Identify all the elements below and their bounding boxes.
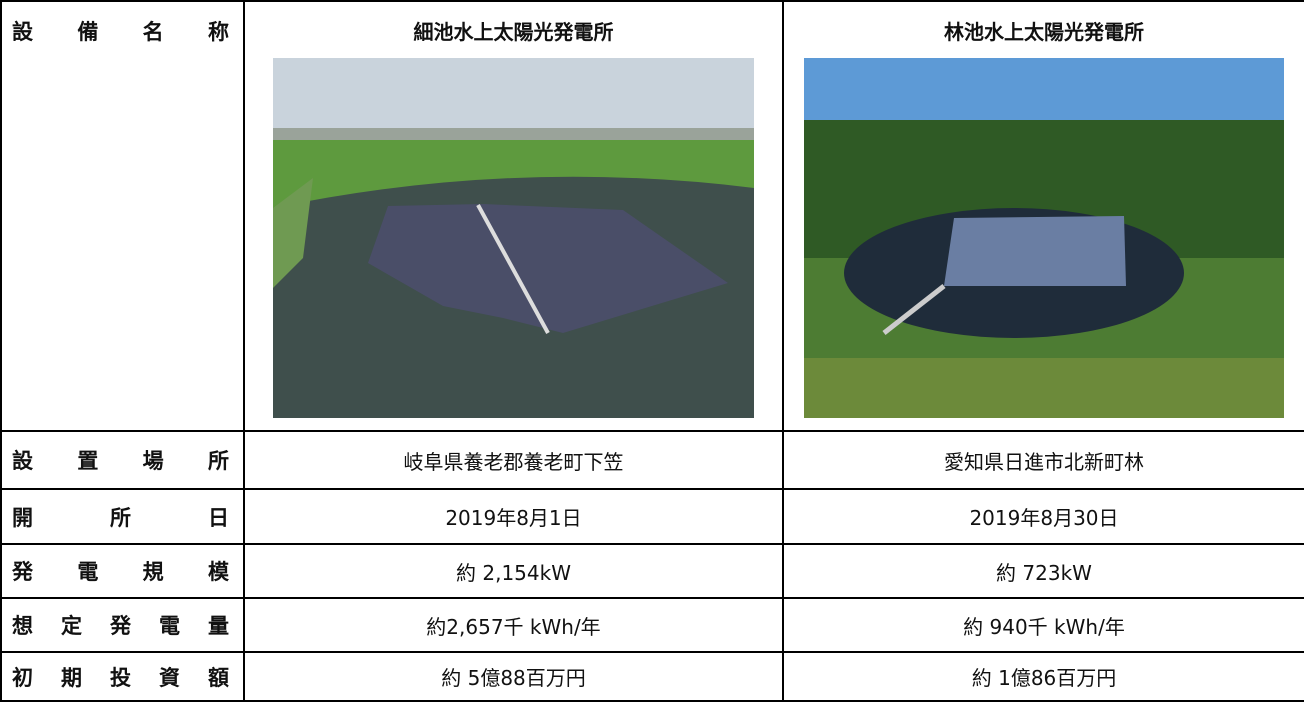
row-label: 設置場所 [1,431,244,489]
cell: 愛知県日進市北新町林 [783,431,1304,489]
facility-name: 細池水上太陽光発電所 [245,16,782,46]
row-label: 発電規模 [1,544,244,598]
facility-photo [804,58,1284,418]
header-row: 設備名称 細池水上太陽光発電所 林池水上太陽光発電所 [1,1,1304,431]
row-label: 開所日 [1,489,244,544]
cell: 約 5億88百万円 [244,652,783,701]
header-cell: 細池水上太陽光発電所 [244,1,783,431]
page: {"table":{"header":["設備名称","細池水上太陽光発電所",… [0,0,1304,700]
cell: 2019年8月1日 [244,489,783,544]
facility-name: 林池水上太陽光発電所 [784,16,1304,46]
facility-table: 設備名称 細池水上太陽光発電所 林池水上太陽光発電所 設置場所岐阜県養老郡養老町… [0,0,1304,702]
facility-photo [273,58,754,418]
table-row: 想定発電量約2,657千 kWh/年約 940千 kWh/年 [1,598,1304,652]
row-label: 設備名称 [1,1,244,431]
row-label: 初期投資額 [1,652,244,701]
cell: 約 2,154kW [244,544,783,598]
cell: 約 723kW [783,544,1304,598]
cell: 2019年8月30日 [783,489,1304,544]
cell: 岐阜県養老郡養老町下笠 [244,431,783,489]
cell: 約 940千 kWh/年 [783,598,1304,652]
cell: 約2,657千 kWh/年 [244,598,783,652]
header-cell: 林池水上太陽光発電所 [783,1,1304,431]
cell: 約 1億86百万円 [783,652,1304,701]
row-label: 想定発電量 [1,598,244,652]
table-row: 初期投資額約 5億88百万円約 1億86百万円 [1,652,1304,701]
label-text: 設備名称 [12,8,229,46]
table-row: 設置場所岐阜県養老郡養老町下笠愛知県日進市北新町林 [1,431,1304,489]
